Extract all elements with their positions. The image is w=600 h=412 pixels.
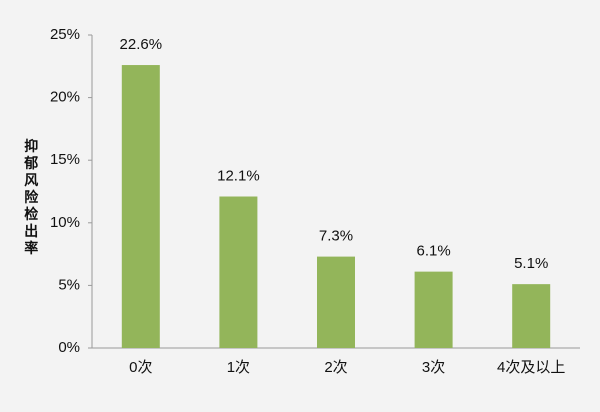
value-label: 5.1% bbox=[514, 255, 548, 272]
x-tick-label: 4次及以上 bbox=[497, 359, 565, 376]
bar bbox=[317, 256, 355, 348]
y-tick-label: 5% bbox=[58, 276, 80, 293]
value-label: 7.3% bbox=[319, 228, 353, 245]
value-label: 12.1% bbox=[217, 167, 260, 184]
x-tick-label: 3次 bbox=[422, 359, 445, 376]
x-tick-label: 0次 bbox=[129, 359, 152, 376]
value-label: 22.6% bbox=[120, 36, 163, 53]
x-tick-label: 2次 bbox=[324, 359, 347, 376]
y-tick-label: 15% bbox=[50, 151, 80, 168]
bar bbox=[219, 196, 258, 348]
y-axis-label: 抑郁风险检出率 bbox=[23, 138, 39, 258]
bar bbox=[414, 271, 453, 348]
value-label: 6.1% bbox=[416, 243, 450, 260]
bar bbox=[121, 65, 160, 348]
x-tick-label: 1次 bbox=[227, 359, 250, 376]
y-tick-label: 25% bbox=[50, 26, 80, 43]
y-tick-label: 10% bbox=[50, 214, 80, 231]
y-tick-label: 0% bbox=[58, 339, 80, 356]
y-tick-label: 20% bbox=[50, 89, 80, 106]
bar bbox=[512, 284, 551, 348]
